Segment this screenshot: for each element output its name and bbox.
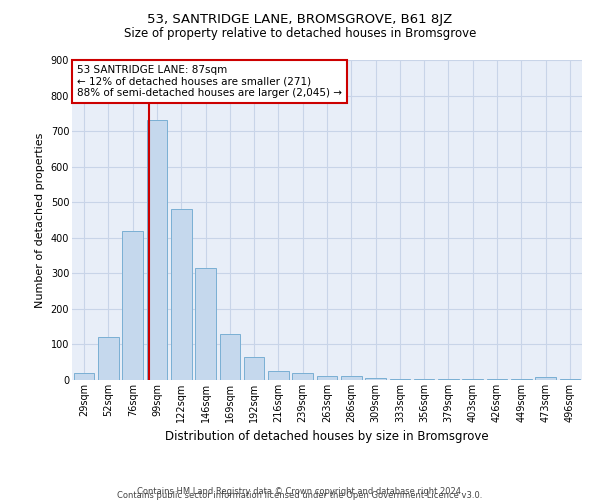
X-axis label: Distribution of detached houses by size in Bromsgrove: Distribution of detached houses by size … <box>165 430 489 444</box>
Text: 53 SANTRIDGE LANE: 87sqm
← 12% of detached houses are smaller (271)
88% of semi-: 53 SANTRIDGE LANE: 87sqm ← 12% of detach… <box>77 65 342 98</box>
Bar <box>220 334 240 380</box>
Bar <box>292 373 313 380</box>
Bar <box>244 357 265 380</box>
Bar <box>195 268 216 380</box>
Bar <box>535 377 556 380</box>
Bar <box>317 376 337 380</box>
Text: Contains public sector information licensed under the Open Government Licence v3: Contains public sector information licen… <box>118 491 482 500</box>
Text: 53, SANTRIDGE LANE, BROMSGROVE, B61 8JZ: 53, SANTRIDGE LANE, BROMSGROVE, B61 8JZ <box>148 12 452 26</box>
Text: Size of property relative to detached houses in Bromsgrove: Size of property relative to detached ho… <box>124 28 476 40</box>
Bar <box>122 230 143 380</box>
Text: Contains HM Land Registry data © Crown copyright and database right 2024.: Contains HM Land Registry data © Crown c… <box>137 487 463 496</box>
Bar <box>341 376 362 380</box>
Bar <box>98 338 119 380</box>
Y-axis label: Number of detached properties: Number of detached properties <box>35 132 45 308</box>
Bar <box>268 371 289 380</box>
Bar <box>74 373 94 380</box>
Bar <box>171 210 191 380</box>
Bar <box>146 120 167 380</box>
Bar <box>365 378 386 380</box>
